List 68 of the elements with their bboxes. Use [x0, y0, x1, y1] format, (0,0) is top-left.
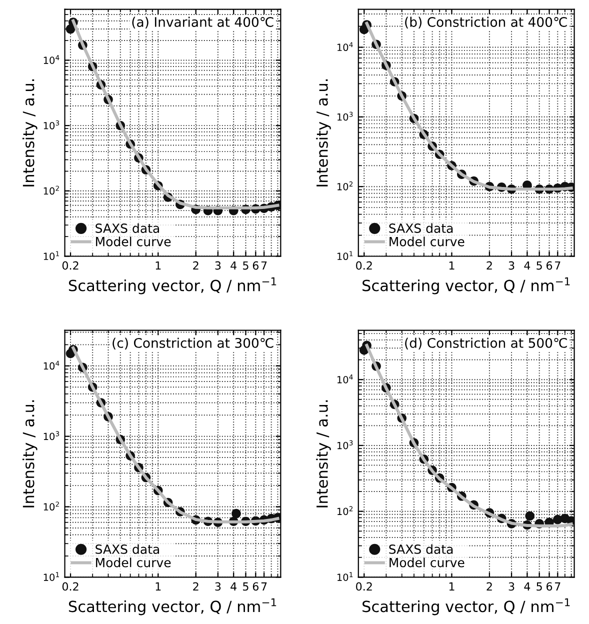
x-tick-label: 6 — [546, 582, 552, 591]
x-tick-label: 2 — [193, 261, 198, 270]
x-tick-label: 3 — [215, 261, 221, 270]
y-tick-label: 10$^{2}$ — [337, 181, 353, 190]
y-tick-label: 10$^{2}$ — [44, 186, 59, 195]
y-axis-title: Intensity / a.u. — [22, 400, 38, 508]
y-tick-label: 10$^{3}$ — [337, 112, 353, 121]
x-tick-label: 1 — [449, 261, 454, 270]
y-tick-label: 10$^{3}$ — [337, 440, 353, 450]
y-tick-label: 10$^{4}$ — [44, 360, 60, 370]
y-tick-label: 10$^{2}$ — [44, 502, 59, 511]
x-tick-label: 5 — [243, 261, 248, 270]
x-tick-label: 2 — [486, 582, 492, 591]
x-tick-label: 3 — [508, 261, 514, 270]
x-tick-label: 5 — [243, 582, 248, 591]
y-axis-title: Intensity / a.u. — [316, 400, 331, 508]
y-tick-label: 10$^{1}$ — [44, 572, 59, 581]
x-tick-label: 1 — [449, 582, 454, 591]
y-axis-title: Intensity / a.u. — [22, 79, 38, 186]
text: (b) Constriction at 400℃ — [405, 16, 567, 29]
x-tick-label: 6 — [252, 582, 258, 591]
y-tick-label: 10$^{4}$ — [337, 42, 353, 52]
legend-label: Model curve — [96, 558, 171, 568]
x-tick-label: 0.2 — [356, 582, 372, 591]
legend-label: Model curve — [96, 236, 171, 246]
x-tick-label: 3 — [215, 582, 221, 591]
x-tick-label: 5 — [536, 261, 542, 270]
legend-label: SAXS data — [389, 544, 453, 554]
y-tick-label: 10$^{3}$ — [44, 120, 60, 130]
x-tick-label: 0.2 — [62, 582, 78, 591]
x-tick-label: 1 — [156, 582, 161, 591]
text: (d) Constriction at 500℃ — [405, 338, 567, 350]
x-axis-title: Scattering vector, Q / nm$^{−1}$ — [68, 277, 276, 294]
y-tick-label: 10$^{3}$ — [44, 431, 60, 440]
x-tick-label: 7 — [555, 582, 560, 591]
x-tick-label: 2 — [486, 261, 492, 270]
x-tick-label: 4 — [524, 261, 530, 270]
y-tick-label: 10$^{4}$ — [337, 374, 353, 384]
y-tick-label: 10$^{1}$ — [337, 572, 353, 581]
y-tick-label: 10$^{4}$ — [44, 55, 60, 64]
legend-label: Model curve — [390, 558, 464, 568]
x-tick-label: 6 — [252, 261, 258, 270]
x-tick-label: 7 — [261, 261, 267, 270]
x-tick-label: 4 — [230, 261, 236, 270]
x-tick-label: 3 — [508, 582, 514, 591]
x-tick-label: 5 — [536, 582, 542, 591]
x-tick-label: 2 — [193, 582, 198, 591]
legend-label: SAXS data — [96, 223, 159, 233]
y-tick-label: 10$^{2}$ — [337, 506, 353, 516]
x-tick-label: 4 — [230, 582, 236, 591]
x-tick-label: 7 — [555, 261, 560, 270]
x-tick-label: 4 — [524, 582, 530, 591]
x-axis-title: Scattering vector, Q / nm$^{−1}$ — [68, 598, 276, 616]
text: (a) Invariant at 400℃ — [132, 16, 274, 29]
text: (c) Constriction at 300℃ — [112, 338, 274, 350]
x-tick-label: 0.2 — [62, 261, 78, 270]
legend-label: Model curve — [390, 236, 464, 246]
y-tick-label: 10$^{1}$ — [44, 251, 59, 260]
x-axis-title: Scattering vector, Q / nm$^{−1}$ — [362, 598, 570, 616]
x-axis-title: Scattering vector, Q / nm$^{−1}$ — [362, 277, 570, 294]
x-tick-label: 7 — [261, 582, 267, 591]
y-axis-title: Intensity / a.u. — [316, 79, 331, 186]
legend-label: SAXS data — [96, 544, 159, 554]
x-tick-label: 6 — [546, 261, 552, 270]
legend-label: SAXS data — [389, 223, 453, 233]
y-tick-label: 10$^{1}$ — [337, 251, 353, 260]
x-tick-label: 1 — [156, 261, 161, 270]
x-tick-label: 0.2 — [356, 261, 372, 270]
